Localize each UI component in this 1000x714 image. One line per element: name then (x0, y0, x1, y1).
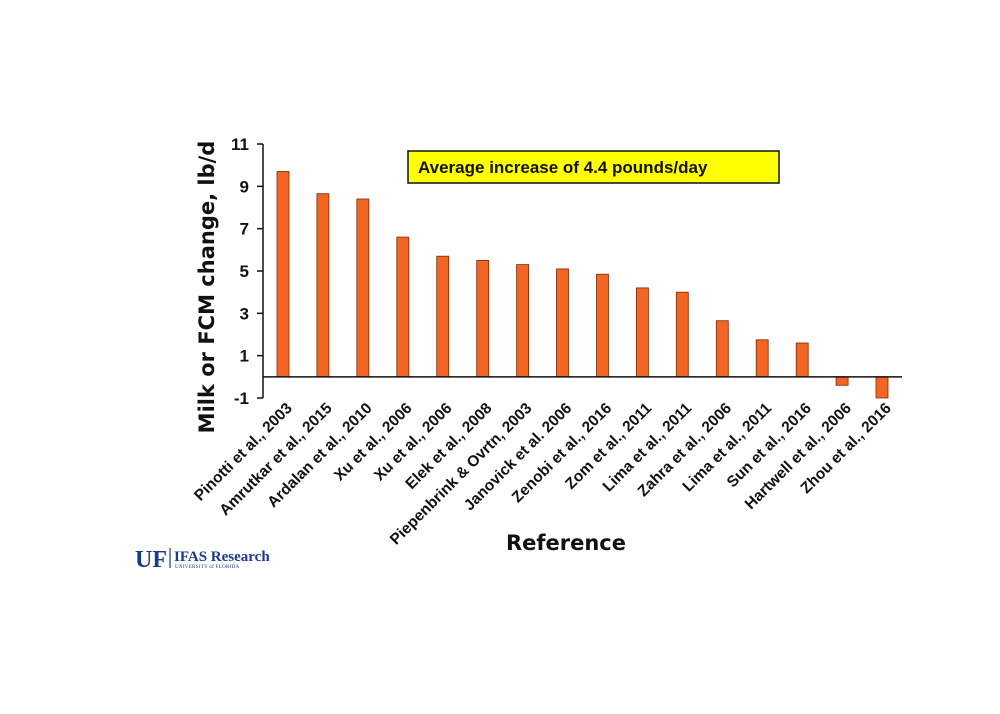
annotation-text: Average increase of 4.4 pounds/day (418, 158, 708, 177)
bar (875, 376, 889, 399)
bar (276, 171, 290, 378)
bar (636, 287, 649, 378)
bar (516, 264, 529, 378)
y-tick-label: 5 (240, 262, 249, 281)
y-ticks: -1 1 3 5 7 9 11 (231, 135, 263, 408)
bar (755, 339, 769, 378)
y-tick-label: -1 (234, 389, 249, 408)
logo-mark: UF (135, 547, 167, 573)
bar (396, 236, 410, 378)
bar (596, 273, 609, 378)
bar (675, 291, 689, 378)
y-axis-title: Milk or FCM change, lb/d (195, 141, 219, 434)
logo-name: IFAS Research (174, 549, 270, 565)
y-tick-label: 1 (240, 347, 249, 366)
bars (276, 171, 889, 399)
y-tick-label: 7 (240, 220, 249, 239)
bar (715, 320, 729, 378)
bar (436, 255, 450, 378)
bar (476, 259, 490, 378)
uf-ifas-logo: UF IFAS Research UNIVERSITY of FLORIDA (135, 547, 270, 573)
x-axis-title: Reference (506, 531, 626, 555)
y-tick-label: 11 (231, 135, 249, 154)
annotation-box: Average increase of 4.4 pounds/day (407, 150, 780, 184)
bar (316, 193, 330, 378)
annotation-background (407, 150, 780, 184)
bar (835, 376, 849, 386)
y-tick-label: 3 (240, 304, 249, 323)
y-tick-label: 9 (240, 177, 249, 196)
bar (556, 268, 569, 378)
logo-subtitle: UNIVERSITY of FLORIDA (175, 565, 240, 570)
bar (356, 198, 370, 378)
bar (795, 342, 809, 378)
